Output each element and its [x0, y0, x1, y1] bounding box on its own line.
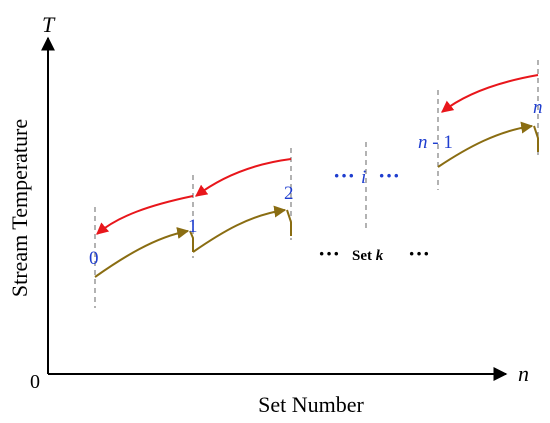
y-axis-title: Stream Temperature — [7, 119, 32, 297]
index-label-n: n — [533, 97, 543, 118]
set-boundary-guides — [94, 60, 539, 308]
hot-stream-curve-n-to-n-minus-1 — [441, 74, 539, 113]
cold-stream-drop-2 — [286, 209, 292, 236]
cold-stream-curve-0-to-1 — [94, 227, 190, 278]
index-label-0: 0 — [89, 248, 99, 269]
x-axis-title: Set Number — [258, 392, 364, 417]
index-label-n-minus-1: n - 1 — [418, 132, 453, 153]
set-k-var: k — [376, 248, 384, 264]
hot-stream-curve-1-to-0 — [96, 195, 194, 235]
cold-stream-drop-1 — [189, 230, 194, 252]
y-axis-symbol: T — [42, 12, 56, 37]
index-label-i: i — [361, 167, 366, 188]
index-label-n-minus-1-var: n — [418, 132, 428, 153]
cold-stream-curve-1-to-2 — [192, 205, 287, 253]
black-dots-left: ··· — [318, 241, 340, 266]
cold-stream-drop-n — [533, 125, 539, 152]
black-dots-right: ··· — [408, 241, 430, 266]
index-label-2: 2 — [284, 183, 294, 204]
set-k-label: Set k — [352, 248, 384, 264]
set-k-prefix: Set — [352, 248, 376, 264]
blue-dots-right: ··· — [378, 163, 400, 188]
index-label-n-minus-1-rest: - 1 — [428, 132, 453, 153]
blue-dots-left: ··· — [333, 163, 355, 188]
index-label-1: 1 — [188, 216, 198, 237]
hot-stream-curve-2-to-1 — [195, 158, 292, 197]
x-axis-symbol: n — [518, 361, 529, 386]
origin-label: 0 — [30, 371, 40, 393]
cold-stream-curve-n-minus-1-to-n — [437, 121, 534, 168]
